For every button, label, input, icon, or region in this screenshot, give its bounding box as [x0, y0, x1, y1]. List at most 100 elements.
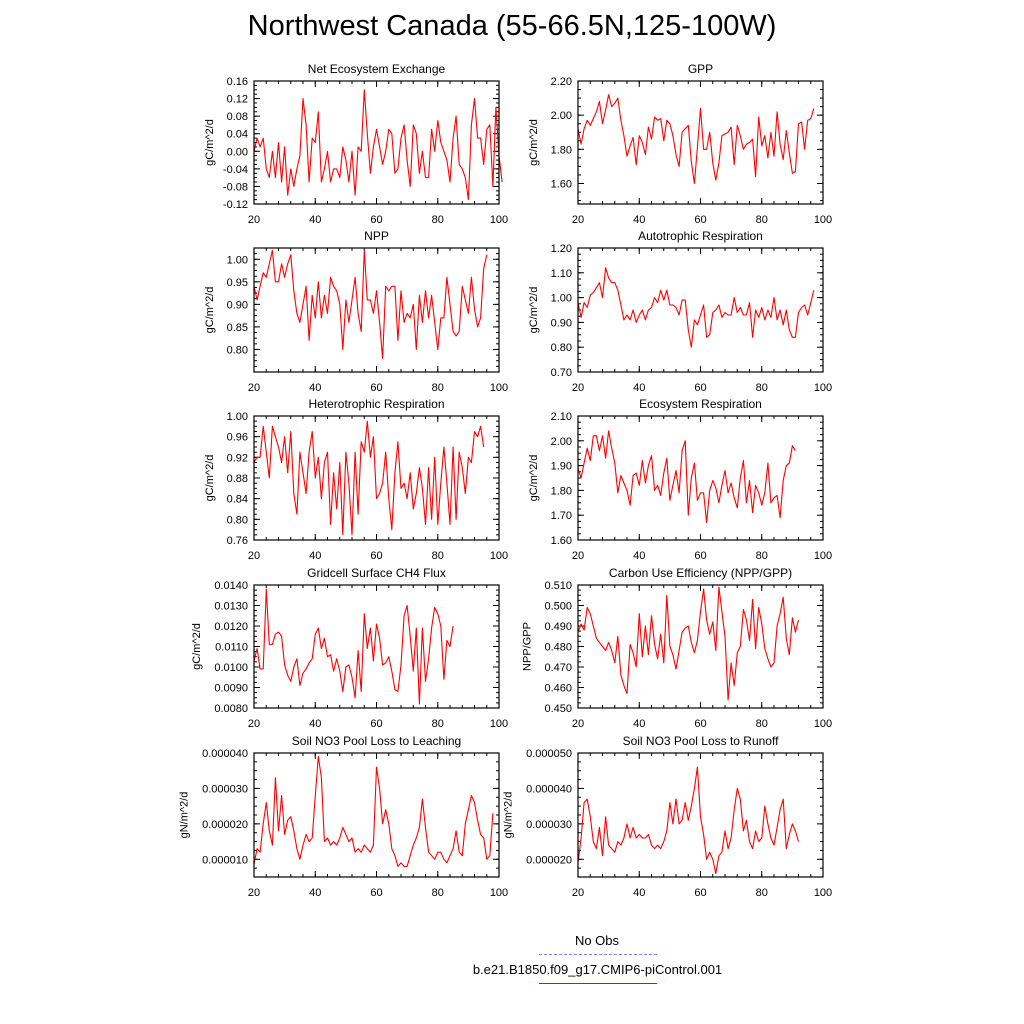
- series-line: [253, 755, 494, 867]
- legend-model-line: [539, 983, 657, 984]
- y-tick-label: 0.0120: [214, 621, 248, 633]
- x-tick-label: 100: [814, 382, 832, 394]
- y-tick-label: 0.80: [551, 342, 572, 354]
- x-tick-label: 80: [756, 382, 768, 394]
- y-tick-label: 0.70: [551, 367, 572, 379]
- series-line: [253, 89, 503, 201]
- y-axis-label: gC/m^2/d: [204, 455, 216, 502]
- plot-frame: [253, 584, 500, 709]
- x-tick-label: 100: [814, 718, 832, 730]
- y-tick-label: 2.20: [551, 76, 572, 88]
- y-tick-label: 0.0100: [214, 662, 248, 674]
- x-tick-label: 80: [432, 718, 444, 730]
- y-tick-label: 0.84: [227, 494, 248, 506]
- x-tick-label: 80: [756, 550, 768, 562]
- series-line: [253, 588, 454, 705]
- x-tick-label: 40: [633, 550, 645, 562]
- y-tick-label: 1.20: [551, 243, 572, 255]
- x-tick-label: 100: [490, 382, 508, 394]
- series-line: [577, 586, 800, 701]
- y-axis-label: gN/m^2/d: [179, 792, 191, 839]
- chart-panel-1: Net Ecosystem Exchange 20 40 60 80 100 -0.12 -0…: [204, 62, 508, 226]
- chart-title: Autotrophic Respiration: [638, 229, 763, 243]
- y-tick-label: 0.95: [227, 277, 248, 289]
- chart-title: GPP: [688, 62, 713, 76]
- y-tick-label: 1.80: [551, 485, 572, 497]
- x-tick-label: 60: [370, 887, 382, 899]
- chart-title: Soil NO3 Pool Loss to Runoff: [623, 734, 780, 748]
- x-tick-label: 20: [572, 382, 584, 394]
- chart-title: Gridcell Surface CH4 Flux: [307, 566, 446, 580]
- plot-frame: [253, 415, 500, 541]
- chart-panel-7: Gridcell Surface CH4 Flux 20 40 60 80 100 0.00…: [191, 566, 508, 730]
- x-tick-label: 20: [248, 382, 260, 394]
- y-tick-label: 0.000010: [202, 854, 248, 866]
- x-tick-label: 60: [370, 214, 382, 226]
- x-tick-label: 100: [814, 550, 832, 562]
- y-tick-label: 0.96: [227, 432, 248, 444]
- series-line: [577, 430, 796, 524]
- y-tick-label: 1.00: [227, 254, 248, 266]
- y-tick-label: 0.92: [227, 452, 248, 464]
- x-tick-label: 60: [694, 382, 706, 394]
- y-tick-label: 0.12: [227, 94, 248, 106]
- x-tick-label: 20: [572, 214, 584, 226]
- y-tick-label: -0.12: [223, 199, 248, 211]
- y-tick-label: 0.000040: [526, 783, 572, 795]
- series-line: [577, 766, 800, 875]
- y-tick-label: 0.0140: [214, 580, 248, 592]
- x-tick-label: 40: [633, 214, 645, 226]
- y-tick-label: 0.500: [544, 601, 572, 613]
- y-tick-label: 0.000020: [202, 819, 248, 831]
- chart-panel-9: Soil NO3 Pool Loss to Leaching 20 40 60 80 10…: [179, 734, 509, 899]
- y-tick-label: 0.000030: [526, 819, 572, 831]
- x-tick-label: 100: [490, 718, 508, 730]
- chart-title: NPP: [364, 229, 389, 243]
- x-tick-label: 20: [248, 718, 260, 730]
- chart-panel-2: GPP 20 40 60 80 100 1.60 1.80 2.00 2.20 gC/m^2/d: [528, 62, 832, 226]
- x-tick-label: 20: [572, 718, 584, 730]
- chart-title: Ecosystem Respiration: [639, 397, 762, 411]
- x-tick-label: 20: [572, 887, 584, 899]
- y-tick-label: 1.60: [551, 179, 572, 191]
- plot-frame: [577, 247, 824, 373]
- x-tick-label: 100: [490, 887, 508, 899]
- chart-panel-3: NPP 20 40 60 80 100 0.80 0.85 0.90 0.95 1.00 gC/m^2…: [204, 229, 508, 394]
- x-tick-label: 60: [694, 718, 706, 730]
- plot-frame: [577, 752, 824, 878]
- y-tick-label: 0.000020: [526, 854, 572, 866]
- x-tick-label: 100: [490, 214, 508, 226]
- y-tick-label: -0.08: [223, 181, 248, 193]
- y-tick-label: 0.80: [227, 344, 248, 356]
- y-axis-label: NPP/GPP: [522, 622, 534, 671]
- x-tick-label: 60: [370, 382, 382, 394]
- y-tick-label: 0.470: [544, 662, 572, 674]
- x-tick-label: 20: [572, 550, 584, 562]
- chart-title: Net Ecosystem Exchange: [308, 62, 446, 76]
- x-tick-label: 20: [248, 887, 260, 899]
- legend-obs-line: [539, 954, 657, 955]
- y-tick-label: 0.000050: [526, 748, 572, 760]
- x-tick-label: 80: [756, 887, 768, 899]
- legend-model-label: b.e21.B1850.f09_g17.CMIP6-piControl.001: [472, 962, 723, 977]
- x-tick-label: 40: [309, 214, 321, 226]
- series-line: [253, 249, 488, 360]
- x-tick-label: 20: [248, 550, 260, 562]
- chart-panel-8: Carbon Use Efficiency (NPP/GPP) 20 40 60 80 1…: [522, 566, 833, 730]
- y-axis-label: gC/m^2/d: [204, 287, 216, 334]
- y-tick-label: 0.85: [227, 322, 248, 334]
- y-tick-label: 2.10: [551, 411, 572, 423]
- x-tick-label: 60: [370, 550, 382, 562]
- y-tick-label: 0.490: [544, 621, 572, 633]
- y-tick-label: 0.00: [227, 146, 248, 158]
- y-tick-label: 0.0080: [214, 703, 248, 715]
- y-tick-label: 0.08: [227, 111, 248, 123]
- x-tick-label: 40: [633, 887, 645, 899]
- x-tick-label: 40: [309, 718, 321, 730]
- x-tick-label: 80: [756, 214, 768, 226]
- page-title: Northwest Canada (55-66.5N,125-100W): [247, 10, 777, 42]
- x-tick-label: 60: [694, 214, 706, 226]
- plot-frame: [253, 752, 500, 878]
- plot-frame: [253, 80, 500, 205]
